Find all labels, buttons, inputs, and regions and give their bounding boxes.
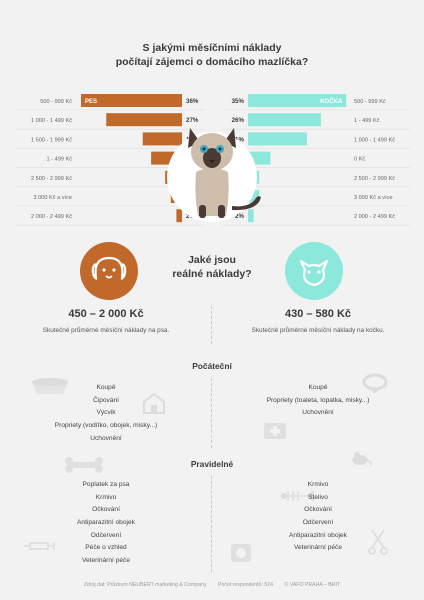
initial-costs-cat-list: Koupě Propriety (toaleta, lopatka, misky.… xyxy=(212,382,424,420)
question-line-1: Jaké jsou xyxy=(188,254,236,266)
dog-bar-category-label: 3 000 Kč a více xyxy=(33,195,72,201)
cat-bar-category-label: 500 - 999 Kč xyxy=(354,99,386,105)
siamese-cat-illustration xyxy=(167,128,261,222)
dog-bar-category-label: 2 000 - 2 499 Kč xyxy=(31,214,72,220)
initial-dog-item: Výcvik xyxy=(96,409,116,417)
regular-costs-cat-list: Krmivo Stelivo Očkování Odčervení Antiparazi… xyxy=(212,479,424,555)
cat-right-paw xyxy=(218,205,225,218)
cat-bar-value-label: 35% xyxy=(232,98,245,105)
cat-bar-category-label: 1 - 499 Kč xyxy=(354,118,380,124)
dog-bar xyxy=(81,94,182,107)
regular-cat-item: Krmivo xyxy=(307,481,329,488)
footer: Zdroj dat: Průzkum NEUBERT marketing & C… xyxy=(0,582,424,588)
dog-bar-category-label: 1 000 - 1 499 Kč xyxy=(31,118,72,124)
cat-body xyxy=(195,168,229,216)
initial-costs-divider xyxy=(211,378,212,448)
footer-source: Zdroj dat: Průzkum NEUBERT marketing & C… xyxy=(83,582,207,588)
initial-cat-item: Propriety (toaleta, lopatka, misky...) xyxy=(266,396,370,404)
cat-series-label: KOČKA xyxy=(320,98,343,105)
initial-dog-item: Čipování xyxy=(92,396,120,404)
cat-face-mask xyxy=(203,148,221,168)
footer-respondents: Počet respondentů: 524 xyxy=(217,582,274,588)
dog-cost-description: Skutečně průměrné měsíční náklady na psa… xyxy=(42,327,170,334)
cat-bar-value-label: 21% xyxy=(232,136,245,143)
initial-costs-dog-list: Koupě Čipování Výcvik Propriety (vodítko, o… xyxy=(0,382,212,445)
cat-bar-category-label: 0 Kč xyxy=(354,157,365,163)
mouse-toy-icon xyxy=(352,452,372,467)
cat-bar xyxy=(248,113,321,127)
cat-bar xyxy=(248,132,307,146)
initial-cat-item: Koupě xyxy=(308,384,328,391)
cat-tail xyxy=(232,196,261,211)
footer-credit: © VAFO PRAHA – BRIT xyxy=(284,582,341,588)
dog-bar xyxy=(142,132,182,146)
regular-cat-item: Stelivo xyxy=(308,493,328,501)
dog-bar-category-label: 2 500 - 2 999 Kč xyxy=(31,176,72,182)
cat-bar-value-label: 2% xyxy=(235,213,244,220)
initial-dog-item: Uchovnění xyxy=(90,434,122,442)
syringe-icon xyxy=(24,542,55,550)
regular-dog-item: Očkování xyxy=(92,506,120,514)
dog-bar xyxy=(106,113,182,127)
page-title: S jakými měsíčními náklady počítají záje… xyxy=(0,41,424,69)
initial-dog-item: Koupě xyxy=(96,384,116,391)
regular-costs-dog-list: Poplatek za psa Krmivo Očkování Antiparazit… xyxy=(0,479,212,568)
food-bowl-icon xyxy=(32,378,68,394)
first-aid-kit-icon xyxy=(264,423,286,439)
dog-cost-amount: 450 – 2 000 Kč xyxy=(68,308,144,320)
regular-dog-item: Péče o vzhled xyxy=(85,544,127,552)
dog-real-cost: 450 – 2 000 Kč Skutečně průměrné měsíční… xyxy=(0,308,212,334)
cat-bar-category-label: 2 500 - 2 999 Kč xyxy=(354,176,395,182)
dog-house-icon xyxy=(143,392,165,414)
cat-cost-amount: 430 – 580 Kč xyxy=(284,308,352,320)
regular-costs-divider xyxy=(211,476,212,572)
regular-cat-item: Odčervení xyxy=(302,519,334,527)
title-line-2: počítají zájemci o domácího mazlíčka? xyxy=(115,56,309,68)
dog-face-icon xyxy=(80,242,138,300)
cat-face-icon xyxy=(285,242,343,300)
title-line-1: S jakými měsíčními náklady xyxy=(142,42,282,54)
bone-icon xyxy=(65,457,103,473)
initial-cat-item: Uchovnění xyxy=(302,409,334,417)
regular-costs-heading: Pravidelné xyxy=(190,459,234,469)
cat-bar-category-label: 3 000 Kč a více xyxy=(354,195,393,201)
dog-bar-value-label: 36% xyxy=(186,98,199,105)
cat-cost-description: Skutečně průměrné měsíční náklady na koč… xyxy=(251,327,385,334)
cat-bar xyxy=(248,94,347,107)
question-line-2: reálné náklady? xyxy=(172,268,252,280)
regular-cat-item: Veterinární péče xyxy=(293,544,343,552)
scissors-icon xyxy=(368,529,388,555)
regular-dog-item: Veterinární péče xyxy=(81,557,131,565)
pet-food-can-icon xyxy=(231,544,251,562)
cost-divider xyxy=(211,306,212,344)
cat-left-paw xyxy=(199,205,206,218)
cat-real-cost: 430 – 580 Kč Skutečně průměrné měsíční n… xyxy=(212,308,424,334)
regular-cat-item: Antiparazitní obojek xyxy=(289,531,347,539)
regular-cat-item: Očkování xyxy=(304,506,332,514)
cat-nose xyxy=(209,160,215,163)
dog-bar-value-label: 2% xyxy=(186,213,195,220)
regular-dog-item: Krmivo xyxy=(95,493,117,501)
dog-bar-value-label: 27% xyxy=(186,117,199,124)
dog-bar xyxy=(176,209,182,223)
dog-bar-category-label: 1 - 499 Kč xyxy=(47,157,73,163)
cost-expectation-bar-charts: 500 - 999 Kč 36% PES 1 000 - 1 499 Kč 27% 1 5… xyxy=(16,94,410,226)
cat-bar-category-label: 1 000 - 1 499 Kč xyxy=(354,137,395,143)
dog-series-label: PES xyxy=(85,99,97,105)
initial-dog-item: Propriety (vodítko, obojek, misky...) xyxy=(54,422,158,430)
cat-bar-category-label: 2 000 - 2 499 Kč xyxy=(354,214,395,220)
dog-bar-category-label: 500 - 999 Kč xyxy=(40,99,72,105)
initial-costs-heading: Počáteční xyxy=(192,361,232,371)
cat-bar-value-label: 26% xyxy=(232,117,245,124)
dog-bar-category-label: 1 500 - 1 999 Kč xyxy=(31,137,72,143)
regular-dog-item: Odčervení xyxy=(90,531,122,539)
real-costs-question: Jaké jsou reálné náklady? xyxy=(152,253,272,281)
collar-icon xyxy=(362,373,388,393)
cat-bar xyxy=(248,190,260,203)
regular-dog-item: Poplatek za psa xyxy=(82,481,130,488)
fish-bone-icon xyxy=(281,490,314,502)
regular-dog-item: Antiparazitní obojek xyxy=(77,519,135,527)
cat-bar xyxy=(248,209,254,223)
